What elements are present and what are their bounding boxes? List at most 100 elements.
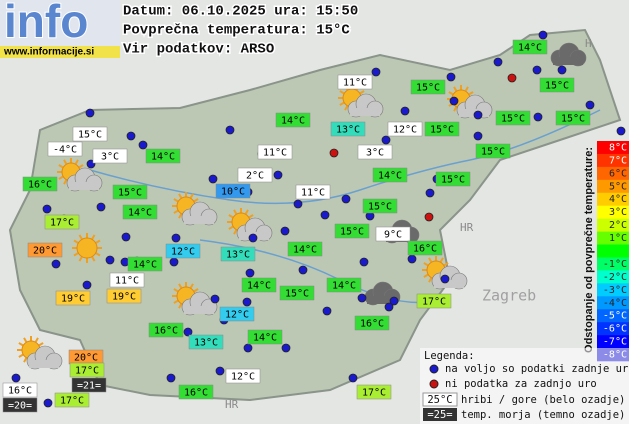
map-label: HR bbox=[225, 398, 239, 411]
sun-ray bbox=[178, 303, 183, 309]
station-dot bbox=[322, 306, 332, 316]
station-label-bg bbox=[27, 242, 63, 258]
station-label: 15°C bbox=[416, 83, 440, 94]
sun-ray bbox=[344, 105, 349, 111]
station-label-bg bbox=[47, 141, 83, 157]
station-label: 12°C bbox=[171, 247, 195, 258]
station-label-bg bbox=[106, 288, 142, 304]
station-dot bbox=[293, 199, 303, 209]
station-label: 15°C bbox=[441, 175, 465, 186]
station-dot bbox=[280, 226, 290, 236]
station-label: 12°C bbox=[225, 310, 249, 321]
station-label: 15°C bbox=[368, 202, 392, 213]
scale-label: -2°C bbox=[603, 272, 627, 283]
station-dot bbox=[121, 232, 131, 242]
map-label: H bbox=[585, 37, 592, 50]
sun-ray bbox=[18, 353, 24, 358]
sun-ray bbox=[193, 198, 199, 203]
station-dot bbox=[96, 202, 106, 212]
station-label-bg bbox=[362, 198, 398, 214]
station-label: 14°C bbox=[128, 208, 152, 219]
station-label: 15°C bbox=[561, 114, 585, 125]
station-label-bg bbox=[435, 171, 471, 187]
sun-ray bbox=[91, 234, 96, 240]
station-label-bg bbox=[539, 77, 575, 93]
station-dot bbox=[248, 233, 258, 243]
station-dot bbox=[11, 373, 21, 383]
station-dot bbox=[616, 126, 626, 136]
station-dot-missing bbox=[507, 73, 517, 83]
station-label: =21= bbox=[77, 381, 101, 392]
station-dot bbox=[473, 131, 483, 141]
station-label-bg bbox=[424, 121, 460, 137]
station-dot bbox=[210, 294, 220, 304]
station-label: 13°C bbox=[226, 250, 250, 261]
sun-ray bbox=[73, 252, 79, 257]
station-dot bbox=[381, 135, 391, 145]
sun-ray bbox=[443, 262, 449, 267]
station-dot bbox=[532, 65, 542, 75]
station-label-bg bbox=[247, 329, 283, 345]
sun-ray bbox=[95, 239, 101, 244]
station-label-bg bbox=[295, 184, 331, 200]
station-label-bg bbox=[330, 121, 366, 137]
station-label-bg bbox=[475, 143, 511, 159]
legend-mountain-sample: 25°C bbox=[427, 394, 452, 406]
average-line: Povprečna temperatura: 15°C bbox=[123, 23, 350, 39]
cloud-part bbox=[69, 182, 99, 190]
station-label-bg bbox=[375, 226, 411, 242]
sun-ray bbox=[173, 198, 179, 203]
station-label-bg bbox=[92, 148, 128, 164]
station-dot bbox=[371, 67, 381, 77]
station-label-bg bbox=[287, 241, 323, 257]
station-dot bbox=[215, 366, 225, 376]
station-dot bbox=[585, 100, 595, 110]
sun-ray bbox=[74, 159, 79, 165]
sun-ray bbox=[423, 262, 429, 267]
cloud-part bbox=[184, 306, 214, 314]
scale-swatch bbox=[597, 231, 629, 245]
station-label: 16°C bbox=[8, 386, 32, 397]
station-label: 14°C bbox=[378, 171, 402, 182]
station-label-bg bbox=[122, 204, 158, 220]
map-label: HR bbox=[460, 221, 474, 234]
sun-ray bbox=[193, 288, 199, 293]
station-label: 11°C bbox=[263, 148, 287, 159]
scale-label: -3°C bbox=[603, 285, 627, 296]
station-dot bbox=[105, 255, 115, 265]
sun-ray bbox=[428, 257, 433, 263]
sun-ray bbox=[339, 101, 345, 106]
station-dot bbox=[493, 57, 503, 67]
station-label: 17°C bbox=[60, 396, 84, 407]
station-dot bbox=[341, 194, 351, 204]
scale-swatch bbox=[597, 153, 629, 168]
station-label-bg bbox=[54, 392, 90, 408]
cloud-part bbox=[350, 108, 380, 116]
station-labels: 14°C 11°C 15°C 15°C 14°C 13°C 12°C 15°C 15°C 15°C… bbox=[2, 39, 591, 413]
station-label-bg bbox=[112, 184, 148, 200]
station-label-bg bbox=[257, 144, 293, 160]
sun-ray bbox=[23, 357, 28, 363]
station-label: 16°C bbox=[154, 326, 178, 337]
station-label: 16°C bbox=[413, 244, 437, 255]
sun-ray bbox=[439, 257, 444, 263]
station-label: 14°C bbox=[133, 260, 157, 271]
station-label: 9°C bbox=[384, 230, 402, 241]
scale-swatch bbox=[597, 296, 629, 310]
cloud-part bbox=[184, 216, 214, 224]
sun-ray bbox=[468, 91, 474, 96]
station-dot bbox=[243, 343, 253, 353]
station-label: 14°C bbox=[247, 281, 271, 292]
station-label-bg bbox=[69, 362, 105, 378]
station-label: =20= bbox=[8, 401, 32, 412]
station-label: 3°C bbox=[366, 148, 384, 159]
station-label: 17°C bbox=[362, 388, 386, 399]
station-label-bg bbox=[72, 126, 108, 142]
sun-ray bbox=[448, 91, 454, 96]
scale-label: 7°C bbox=[609, 155, 627, 166]
scale-label: 4°C bbox=[609, 194, 627, 205]
sun-ray bbox=[453, 106, 458, 112]
station-dot bbox=[440, 274, 450, 284]
sun-ray bbox=[23, 337, 28, 343]
